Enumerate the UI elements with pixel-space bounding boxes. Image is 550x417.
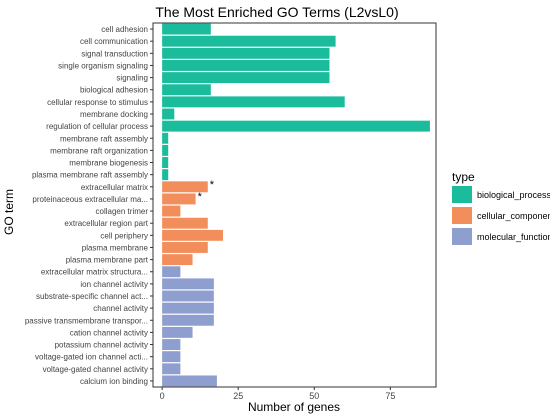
y-tick-label: voltage-gated channel activity [43, 365, 148, 374]
y-tick-label: plasma membrane raft assembly [32, 171, 148, 180]
bar [162, 193, 196, 205]
y-tick-label: cellular response to stimulus [47, 98, 148, 107]
y-tick-label: channel activity [93, 304, 148, 313]
legend: type biological_process cellular_componen… [452, 170, 550, 245]
y-tick-label: cell periphery [100, 231, 148, 240]
bar [162, 132, 169, 144]
bar [162, 35, 336, 47]
y-tick-label: signaling [116, 74, 148, 83]
y-tick-label: potassium channel activity [55, 341, 148, 350]
y-tick-label: single organism signaling [58, 61, 148, 70]
legend-title: type [452, 170, 475, 184]
bar [162, 96, 345, 108]
y-tick-label: signal transduction [81, 49, 148, 58]
y-axis-label: GO term [2, 189, 16, 235]
bar [162, 351, 181, 363]
y-tick-label: proteinaceous extracellular ma... [32, 195, 148, 204]
legend-label: biological_process [477, 190, 550, 200]
y-tick-label: ion channel activity [80, 280, 148, 289]
legend-swatch [452, 207, 472, 224]
y-tick-label: voltage-gated ion channel acti... [35, 353, 148, 362]
bar [162, 169, 169, 181]
legend-swatch [452, 186, 472, 203]
bar [162, 108, 175, 120]
y-tick-label: membrane raft organization [50, 146, 148, 155]
y-tick-label: membrane biogenesis [69, 159, 148, 168]
y-tick-label: substrate-specific channel act... [36, 292, 148, 301]
bar [162, 242, 208, 253]
x-tick-label: 25 [233, 391, 243, 401]
bar [162, 266, 181, 278]
significance-marker: * [198, 191, 203, 203]
y-tick-label: membrane docking [80, 110, 148, 119]
bar [162, 375, 217, 387]
x-tick-label: 50 [309, 391, 319, 401]
y-tick-label: cell adhesion [101, 25, 148, 34]
y-tick-label: extracellular region part [64, 219, 148, 228]
bar [162, 144, 169, 156]
y-tick-label: extracellular matrix [81, 183, 148, 192]
y-tick-label: cation channel activity [70, 328, 148, 337]
bar [162, 84, 211, 96]
bar [162, 339, 181, 350]
bar [162, 290, 214, 302]
legend-swatch [452, 228, 472, 245]
y-tick-label: cell communication [80, 37, 148, 46]
bar [162, 326, 193, 338]
x-axis-label: Number of genes [248, 400, 340, 414]
chart-title: The Most Enriched GO Terms (L2vsL0) [155, 4, 398, 20]
y-tick-label: biological adhesion [80, 86, 148, 95]
bar [162, 278, 214, 290]
plot-panel [152, 22, 437, 388]
bar [162, 23, 211, 35]
plot-area: cell adhesion cell communication signal tr… [25, 22, 437, 401]
legend-label: molecular_function [477, 232, 550, 242]
y-tick-label: membrane raft assembly [60, 134, 148, 143]
x-tick-label: 0 [160, 391, 165, 401]
bar [162, 120, 430, 132]
bar [162, 254, 193, 266]
significance-marker: * [210, 179, 215, 191]
legend-label: cellular_component [477, 211, 550, 221]
y-tick-label: regulation of cellular process [46, 122, 148, 131]
bar [162, 302, 214, 314]
bar [162, 229, 223, 241]
bar [162, 363, 181, 375]
bar [162, 157, 169, 168]
y-tick-label: extracellular matrix structura... [41, 268, 148, 277]
bar [162, 47, 330, 59]
bar [162, 72, 330, 84]
bar [162, 181, 208, 193]
x-tick-label: 75 [385, 391, 395, 401]
y-tick-label: plasma membrane part [66, 256, 149, 265]
bar [162, 314, 214, 326]
y-tick-label: calcium ion binding [80, 377, 148, 386]
bar [162, 205, 181, 217]
y-tick-label: collagen trimer [96, 207, 149, 216]
bar [162, 217, 208, 229]
bar [162, 60, 330, 71]
y-tick-label: passive transmembrane transpor... [25, 316, 148, 325]
y-tick-label: plasma membrane [82, 243, 149, 252]
